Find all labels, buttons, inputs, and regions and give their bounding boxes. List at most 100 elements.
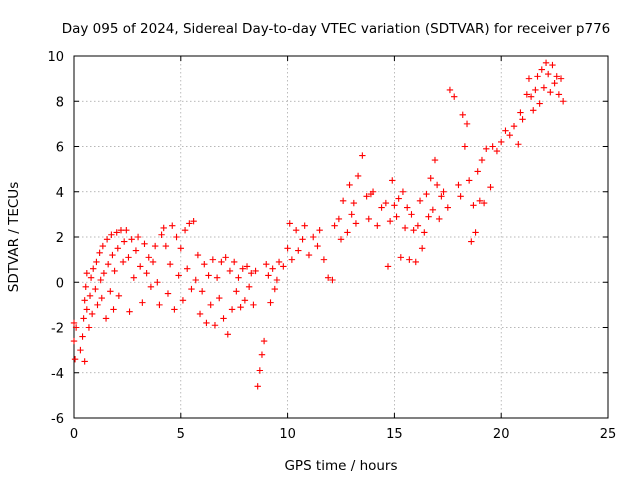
data-point [145, 254, 152, 261]
y-tick-label: -2 [51, 322, 64, 337]
data-point [79, 333, 86, 340]
data-point [254, 383, 261, 390]
data-point [425, 213, 432, 220]
data-point [399, 188, 407, 195]
data-point [382, 199, 390, 207]
data-point [263, 260, 270, 268]
data-point [527, 93, 535, 100]
data-point [114, 245, 121, 252]
data-point [555, 91, 563, 98]
data-point [250, 301, 257, 309]
data-point [365, 215, 372, 223]
x-tick-label: 0 [70, 427, 78, 442]
data-point [324, 274, 332, 281]
data-point [192, 276, 199, 284]
y-tick-label: 6 [56, 141, 64, 156]
data-point [102, 315, 110, 322]
data-point [378, 204, 385, 211]
y-axis-label: SDTVAR / TECUs [6, 182, 22, 292]
grid [74, 56, 608, 418]
data-point [198, 288, 206, 295]
data-point [160, 224, 167, 232]
data-point [532, 86, 539, 94]
data-point [544, 70, 552, 78]
data-point [82, 283, 89, 290]
data-point [519, 116, 526, 123]
data-point [177, 245, 184, 252]
data-point [478, 156, 486, 164]
data-point [397, 254, 405, 261]
x-tick-label: 10 [279, 427, 296, 442]
data-point [271, 285, 278, 293]
data-point [549, 61, 556, 69]
data-point [393, 213, 400, 220]
data-point [515, 141, 522, 148]
data-point [551, 79, 558, 87]
data-point [386, 217, 394, 225]
data-point [284, 245, 291, 252]
data-point [218, 258, 225, 266]
data-point [190, 217, 197, 225]
data-point [418, 245, 426, 252]
data-point [352, 220, 360, 227]
data-point [329, 276, 336, 284]
data-point [209, 256, 217, 263]
data-point [301, 222, 308, 229]
data-point [538, 66, 545, 73]
data-point [104, 260, 112, 268]
data-point [128, 236, 135, 243]
data-point [81, 297, 88, 304]
data-point [256, 367, 264, 374]
data-point [465, 177, 473, 184]
y-tick-label: 4 [56, 186, 64, 201]
data-point [86, 292, 94, 300]
data-point [211, 322, 219, 329]
data-point [258, 351, 266, 358]
data-point [273, 276, 281, 284]
data-point [416, 197, 424, 204]
data-point [216, 294, 223, 302]
data-point [444, 204, 451, 211]
data-point [433, 181, 441, 189]
y-tick-label: 8 [56, 95, 64, 110]
data-point [134, 233, 142, 241]
data-point [265, 272, 272, 279]
data-point [451, 93, 458, 100]
data-point [493, 147, 501, 155]
data-point [440, 188, 447, 195]
data-point [429, 206, 437, 214]
y-tick-label: -6 [51, 412, 64, 427]
data-point [476, 197, 484, 204]
data-point [506, 131, 513, 139]
data-point [107, 288, 114, 295]
data-point [410, 227, 417, 234]
data-point [77, 346, 84, 354]
data-point [457, 193, 464, 200]
data-point [188, 285, 195, 293]
data-point [489, 143, 496, 150]
data-point [80, 315, 87, 322]
data-point [143, 270, 150, 277]
data-point [239, 265, 246, 272]
data-point [401, 224, 409, 232]
data-point [154, 279, 161, 286]
data-point [213, 274, 221, 281]
data-point [534, 73, 541, 80]
data-point [344, 229, 351, 236]
data-point [233, 288, 240, 295]
data-point [339, 197, 347, 204]
data-point [151, 242, 159, 250]
data-point [245, 283, 253, 290]
data-point [455, 181, 462, 189]
data-point [350, 199, 358, 207]
data-point [184, 265, 191, 272]
data-point [286, 220, 293, 227]
data-point [243, 263, 251, 270]
chart-title: Day 095 of 2024, Sidereal Day-to-day VTE… [62, 21, 611, 37]
data-point [314, 242, 321, 250]
data-point [169, 222, 176, 229]
data-point [115, 292, 123, 300]
data-point [141, 240, 148, 247]
data-point [137, 263, 144, 270]
x-tick-label: 20 [493, 427, 510, 442]
